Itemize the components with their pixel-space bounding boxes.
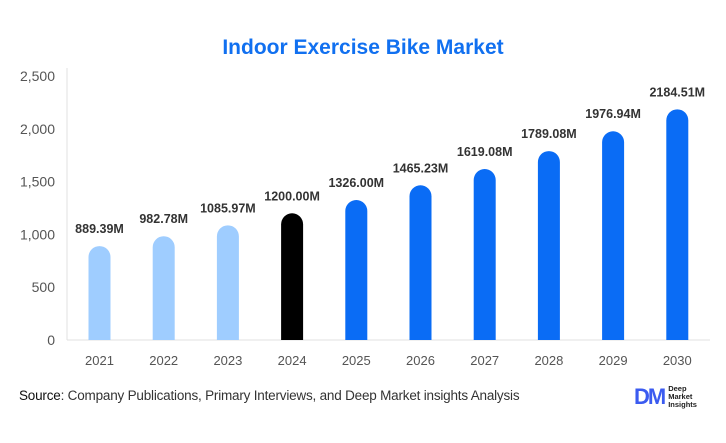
x-tick-label: 2023: [213, 353, 242, 368]
bar-2029: [602, 131, 625, 340]
source-label: Source: [19, 388, 61, 403]
data-label-2025: 1326.00M: [328, 176, 384, 190]
y-tick-label: 0: [47, 332, 55, 348]
logo-mark: DM: [634, 384, 666, 409]
data-label-2026: 1465.23M: [393, 161, 449, 175]
y-tick-label: 2,500: [20, 68, 55, 84]
data-label-2021: 889.39M: [75, 222, 124, 236]
y-tick-label: 1,000: [20, 226, 55, 242]
logo-text: Deep Market Insights: [668, 384, 697, 409]
y-tick-label: 500: [32, 279, 56, 295]
x-tick-label: 2025: [342, 353, 371, 368]
x-tick-label: 2030: [663, 353, 692, 368]
data-label-2027: 1619.08M: [457, 145, 513, 159]
x-tick-label: 2022: [149, 353, 178, 368]
x-tick-label: 2024: [278, 353, 307, 368]
x-tick-label: 2028: [534, 353, 563, 368]
chart-title: Indoor Exercise Bike Market: [222, 36, 504, 59]
bar-2022: [152, 236, 175, 340]
bar-2024: [281, 213, 304, 340]
data-label-2029: 1976.94M: [585, 107, 641, 121]
bar-2028: [537, 151, 560, 340]
source-note: Source: Company Publications, Primary In…: [19, 388, 520, 403]
bar-2025: [345, 199, 368, 340]
bar-2026: [409, 185, 432, 340]
data-label-2030: 2184.51M: [649, 85, 705, 99]
data-label-2023: 1085.97M: [200, 201, 256, 215]
bar-2023: [216, 225, 239, 340]
data-label-2028: 1789.08M: [521, 127, 577, 141]
bar-2030: [666, 109, 689, 341]
x-tick-label: 2021: [85, 353, 114, 368]
bar-2027: [473, 169, 496, 340]
data-label-2024: 1200.00M: [264, 189, 320, 203]
x-tick-label: 2027: [470, 353, 499, 368]
y-tick-label: 2,000: [20, 121, 55, 137]
source-text: : Company Publications, Primary Intervie…: [60, 388, 520, 403]
bar-2021: [88, 246, 111, 340]
y-tick-label: 1,500: [20, 174, 55, 190]
brand-logo: DM Deep Market Insights: [634, 384, 697, 410]
x-tick-label: 2029: [599, 353, 628, 368]
data-label-2022: 982.78M: [139, 212, 188, 226]
x-tick-label: 2026: [406, 353, 435, 368]
